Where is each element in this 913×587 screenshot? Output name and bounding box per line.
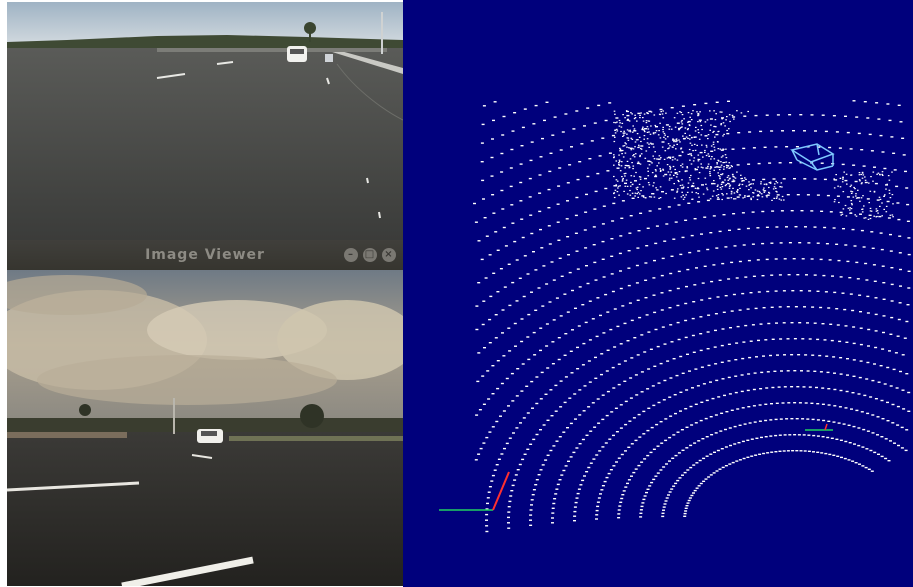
close-icon[interactable]: × [382,248,396,262]
camera-view-top [7,2,403,240]
image-viewer-titlebar[interactable]: Image Viewer – □ × [7,240,403,270]
bounding-box-3d [790,143,835,171]
camera-view-bottom [7,270,403,586]
maximize-icon[interactable]: □ [363,248,377,262]
window-title: Image Viewer [145,247,265,263]
axis-indicator-right [805,423,833,431]
pointcloud-points [473,100,911,533]
pointcloud-view[interactable] [403,0,913,587]
axis-indicator-left [439,471,510,511]
minimize-icon[interactable]: – [344,248,358,262]
